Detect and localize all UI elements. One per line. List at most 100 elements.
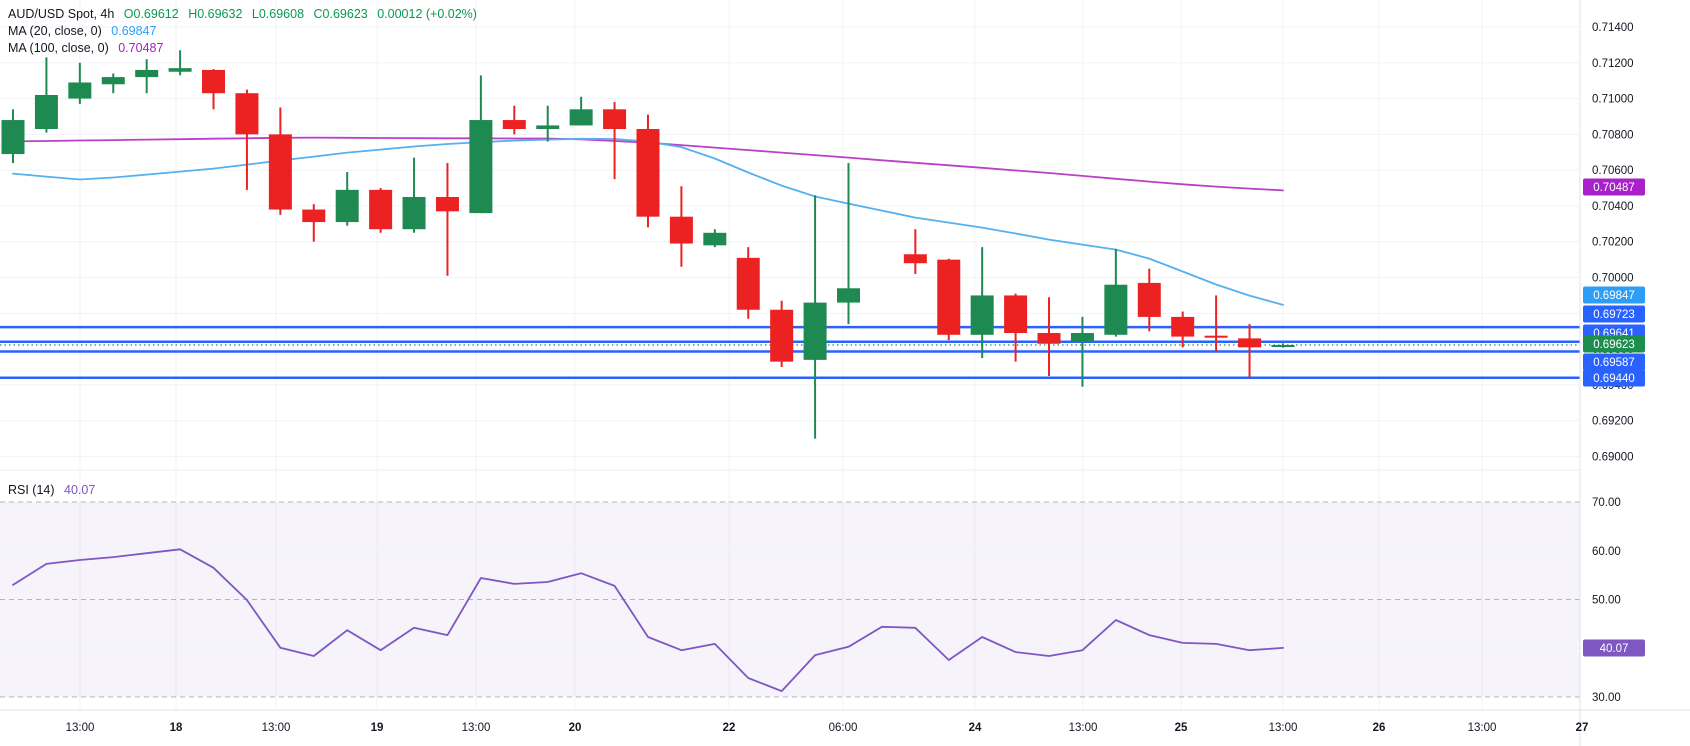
time-tick-label: 13:00 [462, 722, 491, 734]
down-candle-body [302, 209, 326, 223]
time-axis[interactable]: 13:00 18 13:00 19 13:00 20 22 06:00 24 13:00 25 13:… [66, 722, 1589, 734]
down-candle-body [1004, 295, 1028, 334]
axis-badge-label: 0.69587 [1593, 357, 1635, 369]
time-tick-label: 13:00 [1069, 722, 1098, 734]
up-candle-body [1070, 333, 1094, 342]
axis-badge-label: 0.70487 [1593, 182, 1635, 194]
down-candle-body [1171, 316, 1195, 337]
axis-badge [1583, 178, 1645, 196]
up-candle-body [168, 68, 192, 72]
time-tick-label: 13:00 [262, 722, 291, 734]
axis-tick-label: 70.00 [1592, 497, 1621, 509]
rsi-legend: RSI (14) 40.07 [8, 483, 101, 497]
up-candle-body [837, 288, 860, 303]
down-candle-body [903, 254, 927, 264]
up-candle-body [569, 109, 593, 126]
up-candle-body [536, 125, 560, 130]
up-candle-body [970, 295, 994, 335]
down-candle-body [435, 197, 459, 212]
close-value: C0.69623 [313, 7, 368, 21]
symbol-legend: AUD/USD Spot, 4h O0.69612 H0.69632 L0.69… [8, 6, 483, 57]
axis-tick-label: 30.00 [1592, 692, 1621, 704]
symbol-title: AUD/USD Spot, 4h [8, 7, 115, 21]
up-candle-body [1104, 284, 1128, 335]
axis-badge [1583, 353, 1645, 371]
axis-badge [1583, 286, 1645, 304]
up-candle-body [703, 232, 727, 246]
axis-badge [1583, 335, 1645, 353]
down-candle-body [1037, 333, 1061, 344]
down-candle-body [502, 120, 526, 130]
time-tick-label: 20 [569, 722, 582, 734]
up-candle-body [402, 197, 426, 230]
axis-tick-label: 0.70000 [1592, 273, 1634, 285]
time-tick-label: 25 [1175, 722, 1188, 734]
axis-badge-label: 40.07 [1600, 643, 1629, 655]
axis-badge [1583, 305, 1645, 323]
up-candle-body [34, 95, 58, 130]
up-candle-body [101, 77, 125, 85]
axis-badge-label: 0.69723 [1593, 309, 1635, 321]
up-candle-body [135, 69, 159, 78]
up-candle-body [68, 82, 92, 99]
axis-badge [1583, 639, 1645, 657]
ma100-label: MA (100, close, 0) [8, 41, 109, 55]
axis-tick-label: 60.00 [1592, 546, 1621, 558]
rsi-line [12, 548, 1284, 692]
axis-tick-label: 0.71000 [1592, 94, 1634, 106]
time-tick-label: 22 [723, 722, 736, 734]
down-candle-body [1137, 282, 1161, 317]
symbol-ohlc-row: AUD/USD Spot, 4h O0.69612 H0.69632 L0.69… [8, 6, 483, 23]
ma100-value: 0.70487 [118, 41, 164, 55]
time-tick-label: 13:00 [66, 722, 95, 734]
high-value: H0.69632 [188, 7, 243, 21]
down-candle-body [1238, 338, 1262, 348]
axis-tick-label: 0.70200 [1592, 237, 1634, 249]
down-candle-body [1204, 335, 1228, 338]
ma100-legend-row: MA (100, close, 0) 0.70487 [8, 40, 483, 57]
ma20-legend-row: MA (20, close, 0) 0.69847 [8, 23, 483, 40]
down-candle-body [268, 134, 292, 210]
ma20-label: MA (20, close, 0) [8, 24, 102, 38]
open-value: O0.69612 [123, 7, 179, 21]
down-candle-body [669, 216, 693, 244]
axis-badge-label: 0.69440 [1593, 373, 1635, 385]
axis-tick-label: 0.71200 [1592, 58, 1634, 70]
candles-layer[interactable] [1, 50, 1295, 439]
rsi-value: 40.07 [64, 483, 96, 497]
down-candle-body [235, 93, 259, 135]
time-tick-label: 13:00 [1269, 722, 1298, 734]
up-candle-body [469, 120, 493, 214]
axis-tick-label: 0.70600 [1592, 165, 1634, 177]
axis-tick-label: 0.70400 [1592, 201, 1634, 213]
down-candle-body [736, 257, 760, 310]
axis-tick-label: 50.00 [1592, 595, 1621, 607]
up-candle-body [803, 302, 827, 360]
time-tick-label: 26 [1373, 722, 1386, 734]
axis-tick-label: 0.69000 [1592, 452, 1634, 464]
up-candle-body [335, 189, 359, 223]
down-candle-body [636, 129, 660, 217]
time-tick-label: 27 [1576, 722, 1589, 734]
low-value: L0.69608 [251, 7, 305, 21]
change-value: 0.00012 (+0.02%) [377, 7, 477, 21]
down-candle-body [937, 259, 961, 335]
up-candle-body [1, 120, 25, 155]
rsi-label: RSI (14) [8, 483, 55, 497]
axis-badge [1583, 369, 1645, 387]
down-candle-body [202, 69, 226, 94]
axis-tick-label: 0.71400 [1592, 22, 1634, 34]
ma20-value: 0.69847 [111, 24, 157, 38]
time-tick-label: 18 [170, 722, 183, 734]
down-candle-body [770, 309, 794, 362]
time-tick-label: 06:00 [829, 722, 858, 734]
up-candle-body [1271, 345, 1295, 348]
time-tick-label: 13:00 [1468, 722, 1497, 734]
axis-tick-label: 0.69200 [1592, 416, 1634, 428]
rsi-pane-background [0, 501, 1580, 698]
axis-badge-label: 0.69623 [1593, 339, 1635, 351]
time-tick-label: 24 [969, 722, 982, 734]
